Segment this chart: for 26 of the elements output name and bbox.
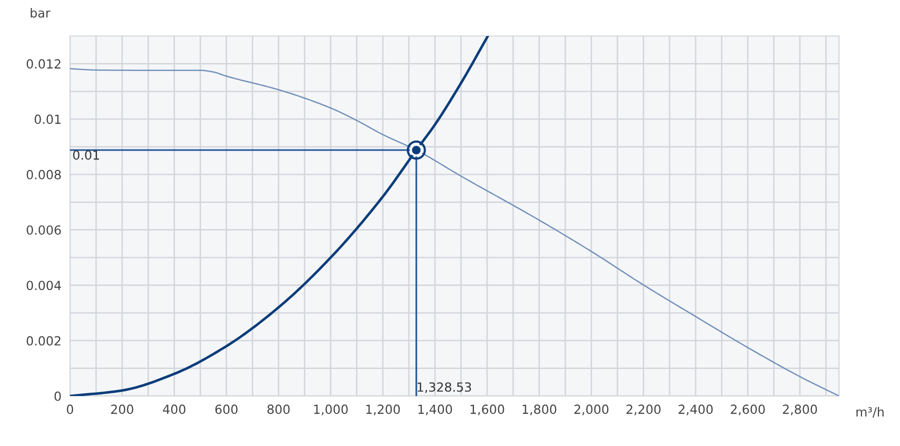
x-tick-label: 2,000 — [574, 404, 608, 416]
y-tick-label: 0.008 — [26, 170, 61, 180]
x-axis-title: m³/h — [856, 406, 884, 418]
y-tick-label: 0.004 — [26, 280, 61, 290]
y-axis-title: bar — [30, 8, 50, 18]
x-tick-label: 2,600 — [730, 404, 765, 416]
x-tick-label: 2,800 — [782, 404, 817, 416]
y-tick-label: 0.002 — [26, 336, 60, 346]
x-tick-label: 400 — [162, 404, 186, 414]
x-tick-label: 1,000 — [314, 404, 348, 416]
x-tick-label: 2,400 — [678, 404, 713, 416]
x-tick-label: 600 — [215, 404, 238, 414]
y-tick-label: 0 — [54, 391, 61, 401]
x-tick-label: 200 — [111, 404, 134, 414]
ref-line-label: 1,328.53 — [418, 382, 471, 394]
x-tick-label: 800 — [267, 404, 290, 414]
x-tick-label: 1,800 — [522, 404, 556, 416]
x-tick-label: 1,600 — [470, 404, 504, 416]
y-tick-label: 0.012 — [26, 59, 60, 69]
y-tick-label: 0.006 — [26, 225, 61, 235]
x-tick-label: 0 — [66, 404, 74, 414]
x-tick-label: 1,200 — [366, 404, 400, 416]
y-tick-label: 0.01 — [34, 114, 61, 124]
x-tick-label: 1,400 — [418, 404, 452, 416]
ref-line-label: 0.01 — [73, 150, 99, 160]
x-tick-label: 2,200 — [626, 404, 661, 416]
